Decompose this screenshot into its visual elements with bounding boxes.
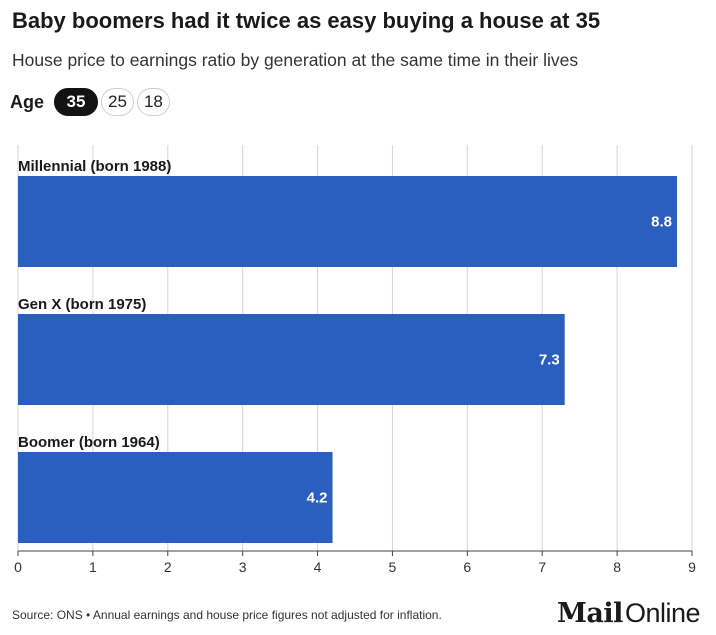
bar-0 [18,176,678,267]
chart-title: Baby boomers had it twice as easy buying… [12,8,601,33]
category-label-0: Millennial (born 1988) [18,158,171,175]
bar-value-label-0: 8.8 [651,214,672,231]
mailonline-logo: MailOnline [557,598,700,629]
age-option-25[interactable]: 25 [101,88,134,116]
bar-chart: 0 1 2 3 4 5 6 7 8 9 Millennial (born 1988) 8.8 Gen X… [14,145,696,575]
source-note: Source: ONS • Annual earnings and house … [12,608,442,622]
x-tick-label-3: 3 [239,559,247,575]
x-tick-label-7: 7 [538,559,546,575]
age-option-18[interactable]: 18 [136,88,170,116]
logo-mail-text: Mail [557,598,623,629]
x-tick-label-5: 5 [389,559,397,575]
x-tick-label-8: 8 [613,559,621,575]
x-tick-label-6: 6 [463,559,471,575]
x-tick-label-2: 2 [164,559,172,575]
age-option-35[interactable]: 35 [54,88,99,116]
x-tick-label-9: 9 [688,559,696,575]
category-label-1: Gen X (born 1975) [18,296,146,313]
chart-subtitle: House price to earnings ratio by generat… [12,50,579,70]
bar-1 [18,314,565,405]
bar-value-label-1: 7.3 [539,352,560,369]
x-tick-label-0: 0 [14,559,22,575]
age-selector-label: Age [10,91,45,112]
logo-online-text: Online [624,598,701,628]
x-tick-label-4: 4 [314,559,322,575]
category-label-2: Boomer (born 1964) [18,434,160,451]
bar-2 [18,452,333,543]
age-selector: Age 35 25 18 [10,87,170,117]
x-tick-label-1: 1 [89,559,97,575]
bar-value-label-2: 4.2 [307,490,328,507]
